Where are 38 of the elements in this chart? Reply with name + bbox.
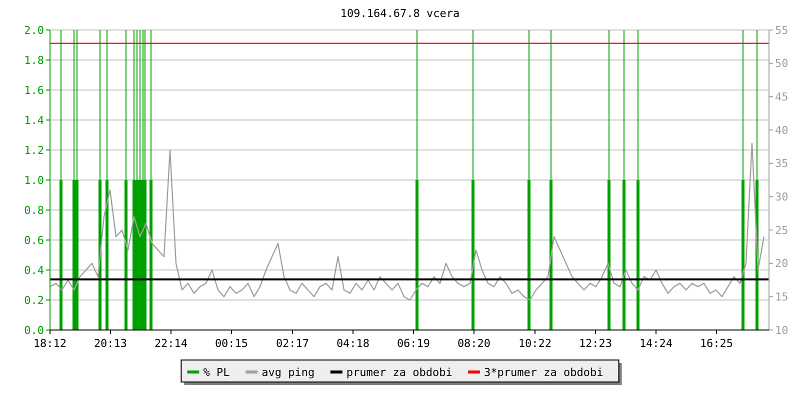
y2-tick-label: 25 [775,224,788,237]
y-tick-label: 1.6 [24,84,44,97]
x-tick-label: 18:12 [33,337,67,350]
y-tick-label: 0.0 [24,324,44,337]
x-tick-label: 20:13 [94,337,128,350]
legend-label: prumer za obdobi [346,366,452,379]
y2-tick-label: 50 [775,57,788,70]
y-tick-label: 0.4 [24,264,44,277]
chart-title: 109.164.67.8 vcera [340,7,460,20]
x-tick-label: 10:22 [518,337,552,350]
y-tick-label: 2.0 [24,24,44,37]
x-tick-label: 06:19 [396,337,430,350]
y-tick-label: 1.8 [24,54,44,67]
y2-tick-label: 30 [775,190,788,204]
x-tick-label: 02:17 [276,337,310,350]
x-tick-label: 04:18 [336,337,370,350]
x-tick-label: 14:24 [639,337,673,350]
x-tick-label: 00:15 [214,337,248,350]
y-tick-label: 0.6 [24,234,44,247]
y-tick-label: 0.2 [24,294,44,307]
y2-tick-label: 15 [775,290,788,304]
y2-tick-label: 35 [775,157,788,170]
x-tick-label: 22:14 [154,337,188,350]
y-tick-label: 1.2 [24,144,44,157]
legend-label: avg ping [262,366,315,379]
y2-tick-label: 40 [775,124,788,137]
y-tick-label: 1.4 [24,114,44,127]
y-tick-label: 1.0 [24,174,44,187]
y2-tick-label: 10 [775,324,788,337]
y-tick-label: 0.8 [24,204,44,217]
x-tick-label: 16:25 [700,337,734,350]
x-tick-label: 08:20 [457,337,491,350]
y2-tick-label: 20 [775,257,788,270]
y2-tick-label: 55 [775,24,788,37]
x-tick-label: 12:23 [578,337,612,350]
legend-label: 3*prumer za obdobi [484,366,604,379]
legend-label: % PL [203,366,230,379]
y2-tick-label: 45 [775,90,788,104]
